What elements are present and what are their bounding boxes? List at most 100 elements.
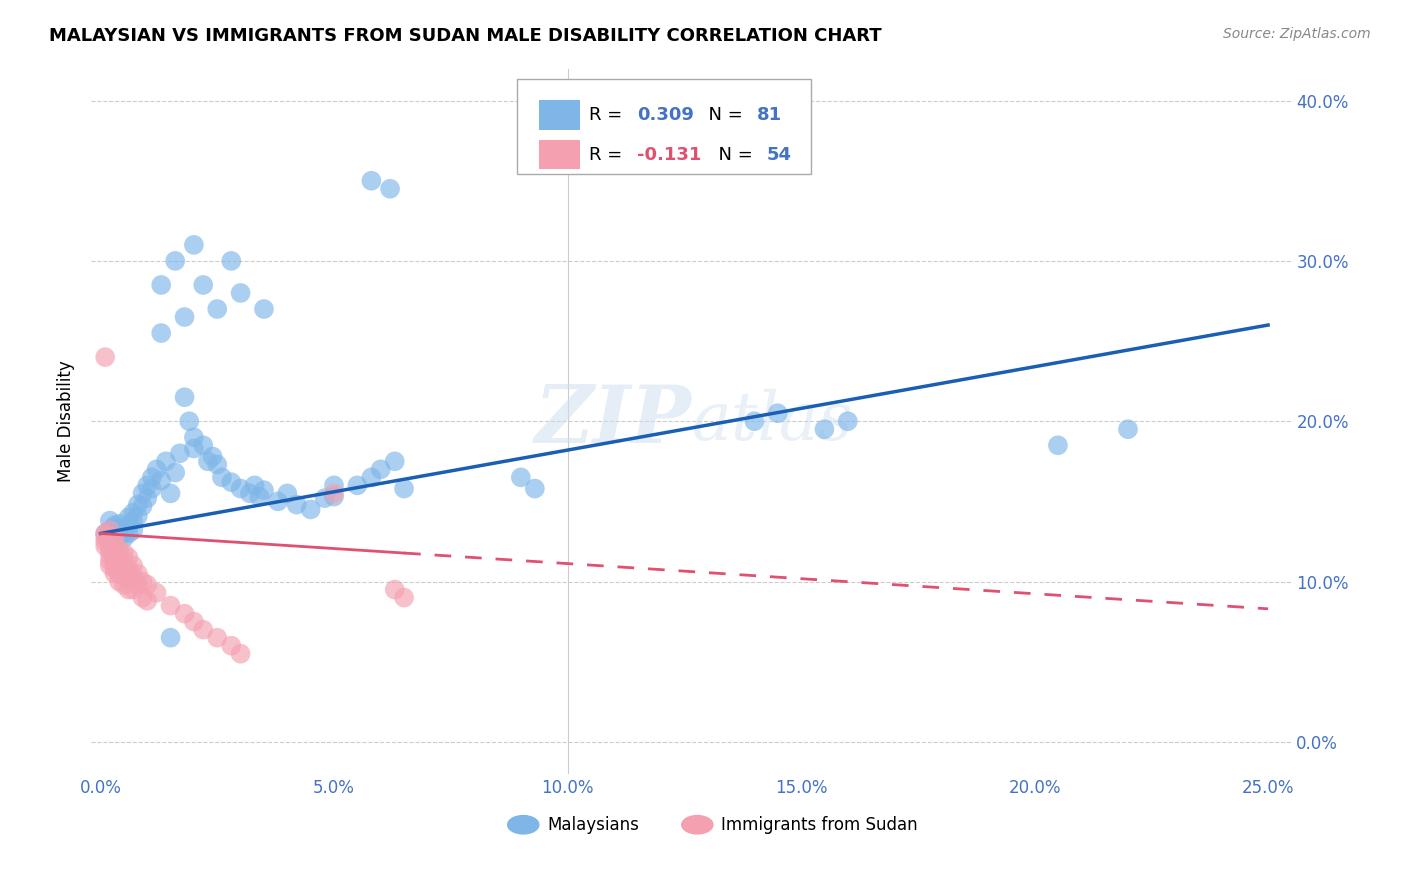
Text: 81: 81 bbox=[758, 106, 783, 124]
Point bbox=[360, 470, 382, 484]
Point bbox=[813, 422, 835, 436]
Point bbox=[98, 547, 121, 561]
Text: 0.309: 0.309 bbox=[637, 106, 695, 124]
Text: R =: R = bbox=[589, 106, 628, 124]
Point bbox=[253, 301, 276, 316]
Point bbox=[285, 498, 308, 512]
Point bbox=[837, 414, 859, 428]
Point bbox=[98, 554, 121, 568]
Point bbox=[150, 277, 173, 292]
Point bbox=[98, 523, 121, 537]
Point bbox=[155, 454, 177, 468]
Point bbox=[131, 574, 153, 589]
Point bbox=[1116, 422, 1139, 436]
Point bbox=[108, 516, 131, 531]
Point bbox=[108, 566, 131, 581]
Point bbox=[183, 238, 205, 252]
Point bbox=[141, 470, 163, 484]
Point bbox=[112, 554, 135, 568]
Point bbox=[207, 631, 229, 645]
Point bbox=[108, 542, 131, 557]
Point bbox=[370, 462, 392, 476]
Point bbox=[173, 390, 195, 404]
Point bbox=[103, 555, 125, 569]
Point bbox=[183, 615, 205, 629]
Point bbox=[127, 566, 149, 581]
Point bbox=[219, 253, 242, 268]
FancyBboxPatch shape bbox=[538, 140, 579, 169]
Point bbox=[744, 414, 766, 428]
Point bbox=[103, 542, 125, 557]
Point bbox=[103, 538, 125, 552]
Point bbox=[346, 478, 368, 492]
Text: -0.131: -0.131 bbox=[637, 145, 702, 163]
Point bbox=[108, 574, 131, 589]
Text: Immigrants from Sudan: Immigrants from Sudan bbox=[721, 816, 918, 834]
Point bbox=[193, 623, 215, 637]
Point bbox=[112, 526, 135, 541]
Point bbox=[94, 534, 117, 549]
Y-axis label: Male Disability: Male Disability bbox=[58, 360, 75, 482]
Text: Source: ZipAtlas.com: Source: ZipAtlas.com bbox=[1223, 27, 1371, 41]
Point bbox=[193, 438, 215, 452]
Point bbox=[131, 591, 153, 605]
Point bbox=[103, 550, 125, 565]
Point bbox=[173, 607, 195, 621]
Point bbox=[523, 482, 546, 496]
Point bbox=[229, 482, 252, 496]
Point bbox=[108, 562, 131, 576]
Point bbox=[112, 522, 135, 536]
Point bbox=[103, 530, 125, 544]
Point bbox=[117, 571, 139, 585]
Point bbox=[117, 518, 139, 533]
Point bbox=[94, 526, 117, 541]
Point bbox=[108, 524, 131, 539]
Point bbox=[150, 474, 173, 488]
Point bbox=[197, 454, 219, 468]
Point bbox=[509, 470, 531, 484]
Circle shape bbox=[682, 815, 713, 834]
Point bbox=[207, 301, 229, 316]
Point bbox=[392, 482, 415, 496]
Point bbox=[103, 566, 125, 581]
Point bbox=[122, 506, 145, 520]
Point bbox=[127, 508, 149, 523]
Point bbox=[127, 498, 149, 512]
Point bbox=[112, 570, 135, 584]
Point bbox=[193, 277, 215, 292]
Point bbox=[103, 522, 125, 536]
Circle shape bbox=[508, 815, 538, 834]
Point bbox=[392, 591, 415, 605]
Point bbox=[136, 594, 159, 608]
Point bbox=[117, 582, 139, 597]
Point bbox=[384, 582, 406, 597]
Point bbox=[117, 526, 139, 541]
FancyBboxPatch shape bbox=[517, 79, 811, 174]
Point bbox=[112, 546, 135, 560]
Point bbox=[229, 285, 252, 300]
FancyBboxPatch shape bbox=[538, 100, 579, 130]
Point bbox=[112, 578, 135, 592]
Point bbox=[108, 549, 131, 563]
Point bbox=[94, 350, 117, 364]
Point bbox=[159, 599, 181, 613]
Point bbox=[136, 578, 159, 592]
Point bbox=[211, 470, 233, 484]
Point bbox=[122, 558, 145, 573]
Point bbox=[299, 502, 322, 516]
Point bbox=[98, 558, 121, 573]
Point bbox=[219, 475, 242, 490]
Point bbox=[136, 491, 159, 506]
Point bbox=[122, 570, 145, 584]
Text: ZIP: ZIP bbox=[534, 383, 692, 460]
Point bbox=[219, 639, 242, 653]
Point bbox=[253, 483, 276, 498]
Point bbox=[243, 478, 266, 492]
Point bbox=[103, 562, 125, 576]
Point bbox=[94, 526, 117, 541]
Point bbox=[314, 491, 336, 506]
Point bbox=[145, 586, 167, 600]
Point bbox=[165, 253, 187, 268]
Point bbox=[94, 530, 117, 544]
Point bbox=[378, 182, 401, 196]
